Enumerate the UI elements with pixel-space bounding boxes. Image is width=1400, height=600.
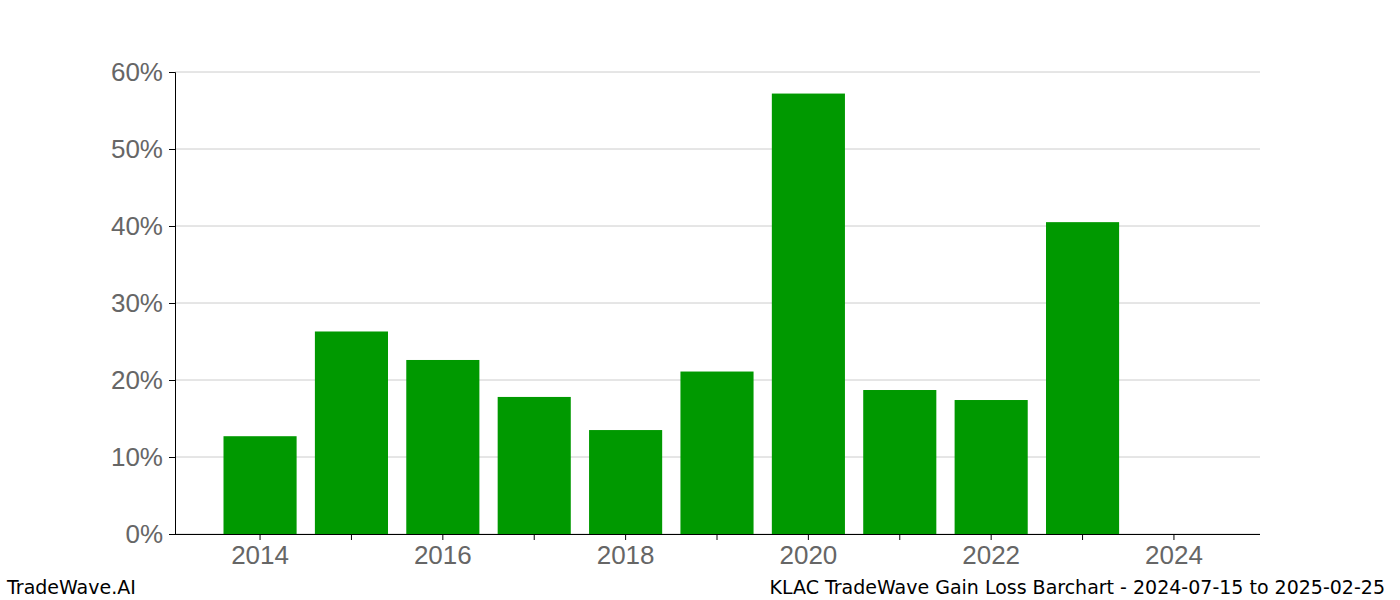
x-tick-mark: [717, 534, 718, 540]
bar: [406, 360, 479, 534]
x-tick: 2024: [1145, 534, 1203, 570]
y-tick-mark: [169, 457, 175, 458]
bar: [498, 397, 571, 534]
x-tick: [534, 534, 535, 540]
y-tick-label: 30%: [111, 288, 163, 318]
x-tick: [899, 534, 900, 540]
x-tick-mark: [1082, 534, 1083, 540]
y-tick-label: 10%: [111, 442, 163, 472]
x-tick-mark: [442, 534, 443, 540]
y-tick-mark: [169, 380, 175, 381]
y-tick-label: 50%: [111, 134, 163, 164]
x-tick: [1082, 534, 1083, 540]
bar: [680, 372, 753, 534]
x-tick-label: 2018: [597, 540, 655, 570]
y-tick-label: 40%: [111, 211, 163, 241]
y-tick-label: 60%: [111, 57, 163, 87]
watermark: TradeWave.AI: [6, 576, 136, 598]
x-axis: 2014 2016 2018 2020 2022 2024: [175, 534, 1260, 570]
y-tick-mark: [169, 303, 175, 304]
x-tick-label: 2024: [1145, 540, 1203, 570]
x-tick: 2014: [231, 534, 289, 570]
bar: [224, 436, 297, 534]
bar: [863, 390, 936, 534]
title: KLAC TradeWave Gain Loss Barchart - 2024…: [770, 576, 1386, 598]
y-tick-label: 0%: [125, 519, 163, 549]
x-tick: [717, 534, 718, 540]
bar: [315, 331, 388, 534]
y-tick-mark: [169, 534, 175, 535]
grid: [175, 72, 1260, 534]
bars: [224, 94, 1120, 534]
bar: [589, 430, 662, 534]
y-axis-line: [169, 73, 176, 535]
x-tick-mark: [899, 534, 900, 540]
y-tick: 40%: [111, 211, 175, 241]
x-tick-mark: [351, 534, 352, 540]
y-tick: 0%: [125, 519, 175, 549]
x-tick-mark: [625, 534, 626, 540]
y-tick-mark: [169, 72, 175, 73]
bar: [772, 94, 845, 534]
x-tick-mark: [991, 534, 992, 540]
x-tick-label: 2022: [962, 540, 1020, 570]
x-tick-mark: [260, 534, 261, 540]
x-tick: 2022: [962, 534, 1020, 570]
y-tick-mark: [169, 226, 175, 227]
chart: 0% 10% 20% 30% 40% 50% 60% 2014 2016 2018 2020 2022…: [0, 0, 1400, 600]
y-tick: 60%: [111, 57, 175, 87]
grid-line: [175, 149, 1260, 150]
x-tick-label: 2016: [414, 540, 472, 570]
bar: [1046, 222, 1119, 534]
x-tick: 2016: [414, 534, 472, 570]
x-tick-mark: [1173, 534, 1174, 540]
grid-line: [175, 72, 1260, 73]
y-tick: 30%: [111, 288, 175, 318]
y-tick-label: 20%: [111, 365, 163, 395]
y-tick: 10%: [111, 442, 175, 472]
y-tick: 20%: [111, 365, 175, 395]
x-tick-label: 2020: [779, 540, 837, 570]
y-tick: 50%: [111, 134, 175, 164]
bar: [955, 400, 1028, 534]
y-tick-mark: [169, 149, 175, 150]
x-tick: 2018: [597, 534, 655, 570]
x-tick: [351, 534, 352, 540]
y-axis: 0% 10% 20% 30% 40% 50% 60%: [111, 57, 176, 549]
x-tick-label: 2014: [231, 540, 289, 570]
x-tick-mark: [808, 534, 809, 540]
x-tick-mark: [534, 534, 535, 540]
x-tick: 2020: [779, 534, 837, 570]
